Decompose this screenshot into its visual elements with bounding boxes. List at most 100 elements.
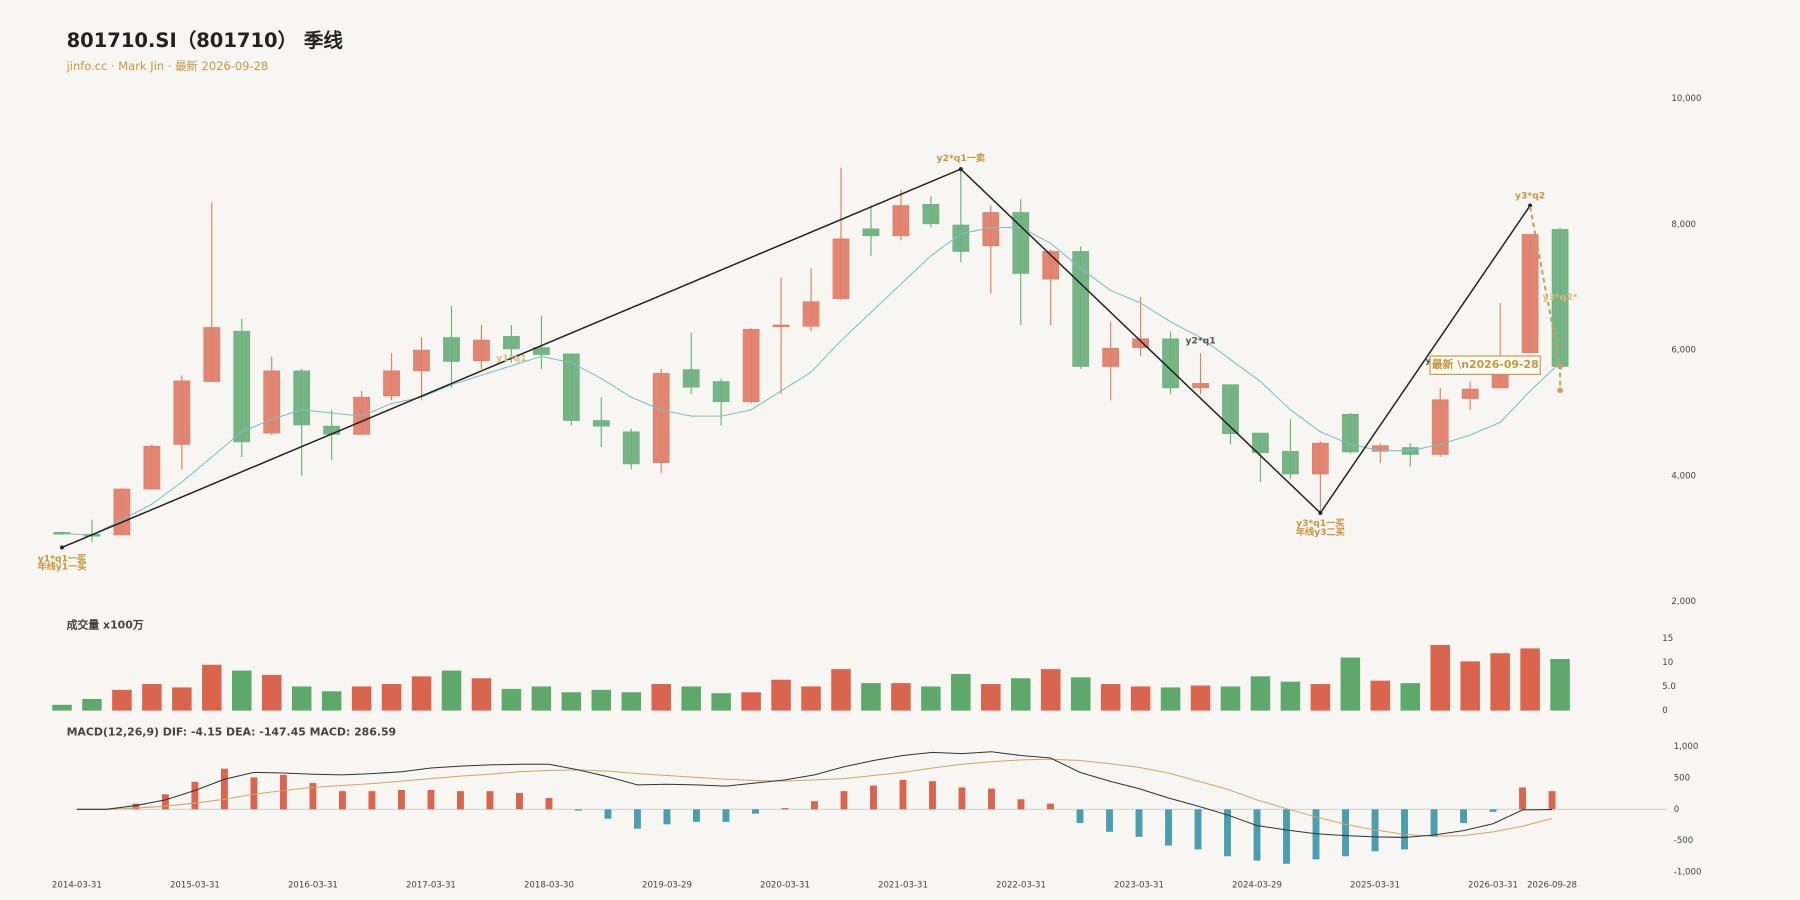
annotation: 年线y1一买 <box>37 561 86 573</box>
macd-bar <box>870 785 877 810</box>
volume-bar <box>1040 669 1061 711</box>
volume-bar <box>381 684 402 711</box>
volume-bar <box>52 704 72 711</box>
macd-bar <box>988 788 995 810</box>
macd-bar <box>220 768 228 810</box>
macd-bar <box>545 798 553 810</box>
y-tick-label: 5.0 <box>1662 682 1676 692</box>
volume-bar <box>1400 683 1421 711</box>
candle-body <box>802 301 820 327</box>
y-tick-label: -500 <box>1674 836 1694 846</box>
candle-body <box>772 324 790 328</box>
macd-bar <box>604 809 612 819</box>
candle-body <box>1312 442 1329 475</box>
y-tick-label: 500 <box>1674 774 1690 784</box>
candle-body <box>293 370 311 426</box>
zigzag-point <box>1318 510 1323 515</box>
annotation: y3*q2* <box>1543 292 1578 303</box>
dea-line <box>76 758 1553 837</box>
volume-bar <box>1011 678 1031 711</box>
volume-bar <box>202 664 222 711</box>
y-tick-label: 6,000 <box>1671 346 1696 356</box>
x-tick-label: 2022-03-31 <box>996 881 1046 891</box>
volume-bar <box>771 679 791 711</box>
candle-body <box>233 330 251 443</box>
projection-point <box>1557 363 1563 370</box>
macd-bar <box>1519 787 1526 810</box>
candle-body <box>113 488 131 536</box>
candle-body <box>323 425 341 435</box>
volume-bar <box>561 692 582 711</box>
volume-bar <box>801 686 821 711</box>
candle-body <box>1252 432 1269 453</box>
volume-bar <box>1190 685 1211 711</box>
volume-bar <box>1340 657 1361 711</box>
x-tick-label: 2021-03-31 <box>878 881 928 891</box>
y-tick-label: 10,000 <box>1671 94 1701 104</box>
volume-bar <box>1370 680 1391 711</box>
latest-box <box>1429 355 1541 375</box>
candle-body <box>1192 383 1209 389</box>
volume-bar <box>1130 686 1151 711</box>
macd-bar <box>1401 809 1408 850</box>
macd-bar <box>250 777 258 810</box>
macd-bar <box>1135 809 1143 837</box>
macd-bar <box>958 787 966 810</box>
macd-title: MACD(12,26,9) DIF: -4.15 DEA: -147.45 MA… <box>67 725 397 738</box>
candle-body <box>922 203 940 225</box>
volume-bar <box>261 674 282 711</box>
candle-body <box>742 329 760 403</box>
volume-bar <box>831 669 851 711</box>
volume-title: 成交量 x100万 <box>67 618 144 632</box>
zigzag-point <box>958 167 963 172</box>
volume-bar <box>1250 676 1271 711</box>
macd-bar <box>427 789 435 810</box>
macd-bar <box>1076 809 1084 824</box>
candle-body <box>592 420 610 427</box>
macd-bar <box>1106 809 1113 832</box>
latest-label: 最新 \n2026-09-28 <box>1432 357 1539 371</box>
candle-body <box>1521 234 1539 353</box>
volume-bar <box>861 683 881 711</box>
x-tick-label: 2026-09-28 <box>1527 881 1577 891</box>
volume-bar <box>1430 645 1450 711</box>
volume-bar <box>501 688 522 711</box>
macd-bar <box>1312 809 1320 860</box>
candle-body <box>203 327 221 382</box>
volume-bar <box>1220 686 1241 711</box>
volume-bar <box>172 687 192 711</box>
macd-bar <box>516 793 523 810</box>
candle-body <box>1491 373 1509 389</box>
candle-body <box>413 349 430 372</box>
candle-body <box>1222 384 1239 435</box>
macd-bar <box>1548 791 1556 810</box>
x-tick-label: 2017-03-31 <box>406 881 456 891</box>
y-tick-label: 4,000 <box>1671 471 1696 481</box>
moving-average <box>61 227 1561 536</box>
y-tick-label: 1,000 <box>1674 742 1699 752</box>
macd-bar <box>486 791 494 810</box>
macd-bar <box>634 809 641 829</box>
macd-bar <box>1047 803 1054 810</box>
volume-bar <box>142 684 162 711</box>
volume-bar <box>681 686 701 711</box>
candle-body <box>443 337 460 362</box>
macd-bar <box>338 791 346 810</box>
candle-body <box>862 228 880 237</box>
chart-subtitle: jinfo.cc · Mark Jin · 最新 2026-09-28 <box>66 59 269 73</box>
volume-bar <box>1070 677 1091 711</box>
macd-bar <box>1283 809 1290 864</box>
candle-body <box>263 370 281 434</box>
macd-bar <box>1489 809 1497 812</box>
macd-bar <box>309 783 317 810</box>
macd-bar <box>397 789 405 810</box>
volume-bar <box>1460 661 1480 711</box>
zigzag-line <box>61 168 1531 549</box>
annotation: y3*q1一买 <box>1296 518 1344 529</box>
y-tick-label: 2,000 <box>1671 597 1696 607</box>
candle-body <box>383 370 400 397</box>
x-tick-label: 2019-03-29 <box>642 881 692 891</box>
volume-bar <box>1100 684 1121 711</box>
macd-bar <box>781 808 789 810</box>
